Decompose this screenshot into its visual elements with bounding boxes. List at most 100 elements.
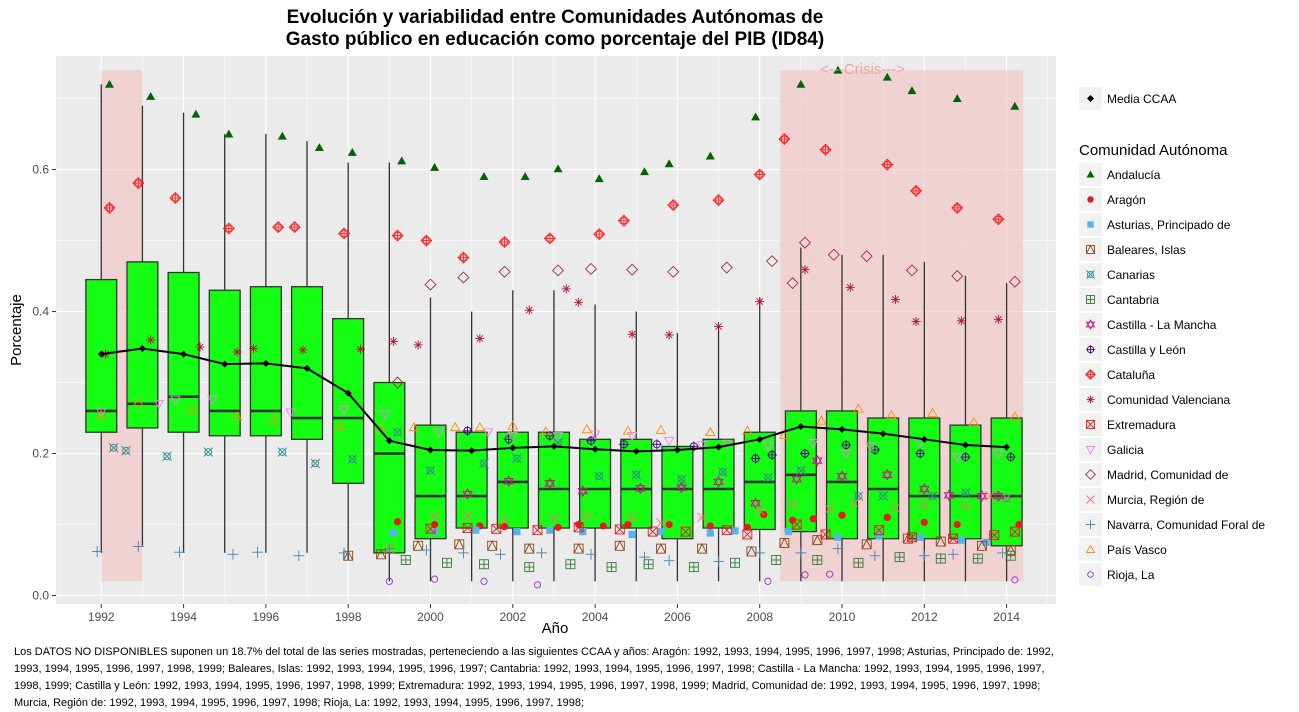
mean-point-1994 <box>180 350 188 358</box>
point-canarias <box>512 453 522 464</box>
legend-icon-star-of-david <box>1085 319 1096 330</box>
point-galicia <box>95 408 107 418</box>
point-castilla-la-mancha <box>635 482 646 495</box>
point-pais-vasco <box>886 409 897 420</box>
legend-item: Cataluña <box>1079 363 1155 386</box>
point-asturias-principado-de <box>546 526 554 534</box>
point-pais-vasco <box>449 421 461 432</box>
point-murcia-region-de <box>787 499 798 510</box>
x-tick-label: 2002 <box>499 610 526 624</box>
point-murcia-region-de <box>919 499 930 510</box>
point-cantabria <box>935 553 946 564</box>
point-baleares-islas <box>861 538 872 550</box>
legend-item: Canarias <box>1079 263 1155 286</box>
legend-icon-asterisk <box>1086 395 1095 404</box>
point-aragon <box>554 523 562 531</box>
point-extremadura <box>907 532 917 543</box>
point-navarra-comunidad-foral-de <box>918 550 930 562</box>
point-murcia-region-de <box>890 503 901 513</box>
point-madrid-comunidad-de <box>457 271 470 284</box>
point-castilla-la-mancha <box>676 481 687 494</box>
point-galicia <box>338 405 350 415</box>
point-aragon <box>599 522 607 530</box>
x-tick-label: 2010 <box>829 610 856 624</box>
point-murcia-region-de <box>582 511 592 521</box>
box-2009 <box>784 410 817 533</box>
point-andalucia <box>146 91 156 100</box>
point-galicia <box>696 441 708 451</box>
mean-point-2013 <box>961 441 969 449</box>
legend-item: Madrid, Comunidad de <box>1079 463 1229 486</box>
y-tick-label: 0.4 <box>32 305 49 319</box>
x-tick-label: 2014 <box>993 610 1020 624</box>
point-comunidad-valenciana <box>800 265 810 275</box>
point-cataluna <box>338 227 351 240</box>
point-murcia-region-de <box>754 505 765 516</box>
point-canarias <box>763 472 773 483</box>
point-cataluna <box>543 232 556 245</box>
point-rioja-la <box>801 571 809 579</box>
point-pais-vasco <box>540 426 551 436</box>
point-baleares-islas <box>454 538 465 550</box>
point-comunidad-valenciana <box>232 347 242 357</box>
point-navarra-comunidad-foral-de <box>293 550 305 562</box>
point-galicia <box>626 431 638 442</box>
point-rioja-la <box>533 581 542 589</box>
point-navarra-comunidad-foral-de <box>458 547 469 559</box>
point-castilla-y-leon <box>915 448 926 459</box>
point-cantabria <box>524 562 535 573</box>
point-aragon <box>500 523 509 531</box>
point-andalucia <box>430 162 440 171</box>
point-cantabria <box>894 552 905 563</box>
point-madrid-comunidad-de <box>552 264 565 277</box>
legend-item: Asturias, Principado de <box>1079 213 1231 236</box>
point-castilla-la-mancha <box>976 490 988 502</box>
point-castilla-la-mancha <box>836 470 848 483</box>
point-madrid-comunidad-de <box>1008 275 1021 288</box>
point-andalucia <box>191 109 201 118</box>
point-cantabria <box>972 553 983 564</box>
point-extremadura <box>462 523 473 533</box>
legend-items: Andalucía Aragón Asturias, Principado de Ba… <box>1079 163 1265 586</box>
point-castilla-y-leon <box>1005 452 1016 463</box>
mean-point-2008 <box>756 435 764 443</box>
legend-label: Comunidad Valenciana <box>1107 393 1231 407</box>
point-cataluna <box>103 201 116 214</box>
point-rioja-la <box>826 570 834 578</box>
point-galicia <box>433 428 444 438</box>
point-canarias <box>960 487 971 498</box>
chart-title: Evolución y variabilidad entre Comunidad… <box>286 7 824 50</box>
point-pais-vasco <box>927 407 938 417</box>
x-tick-label: 2008 <box>746 610 773 624</box>
point-murcia-region-de <box>499 515 510 526</box>
legend-key <box>1079 438 1102 461</box>
point-andalucia <box>104 79 114 88</box>
point-murcia-region-de <box>656 518 666 528</box>
point-galicia <box>807 439 819 449</box>
point-castilla-la-mancha <box>577 485 589 497</box>
y-tick-label: 0.6 <box>32 163 49 177</box>
point-navarra-comunidad-foral-de <box>252 546 264 558</box>
point-navarra-comunidad-foral-de <box>997 547 1008 559</box>
mean-point-2002 <box>509 444 517 452</box>
legend-label: Cataluña <box>1107 368 1155 382</box>
point-navarra-comunidad-foral-de <box>132 541 144 552</box>
point-madrid-comunidad-de <box>667 265 680 278</box>
point-cataluna <box>288 221 301 234</box>
legend-icon-triangle-down <box>1085 446 1096 455</box>
shaded-region-2 <box>780 70 1024 582</box>
box-1998 <box>332 317 365 484</box>
point-pais-vasco <box>1009 411 1021 421</box>
point-madrid-comunidad-de <box>951 270 964 283</box>
point-madrid-comunidad-de <box>798 236 812 249</box>
point-madrid-comunidad-de <box>626 263 639 276</box>
legend-label: Murcia, Región de <box>1107 493 1205 507</box>
point-castilla-la-mancha <box>791 473 803 485</box>
point-galicia <box>951 453 963 463</box>
point-castilla-y-leon <box>618 439 629 450</box>
point-galicia <box>153 399 165 410</box>
point-castilla-y-leon <box>960 452 971 463</box>
point-asturias-principado-de <box>731 527 739 535</box>
point-comunidad-valenciana <box>891 294 901 304</box>
point-comunidad-valenciana <box>845 282 855 292</box>
